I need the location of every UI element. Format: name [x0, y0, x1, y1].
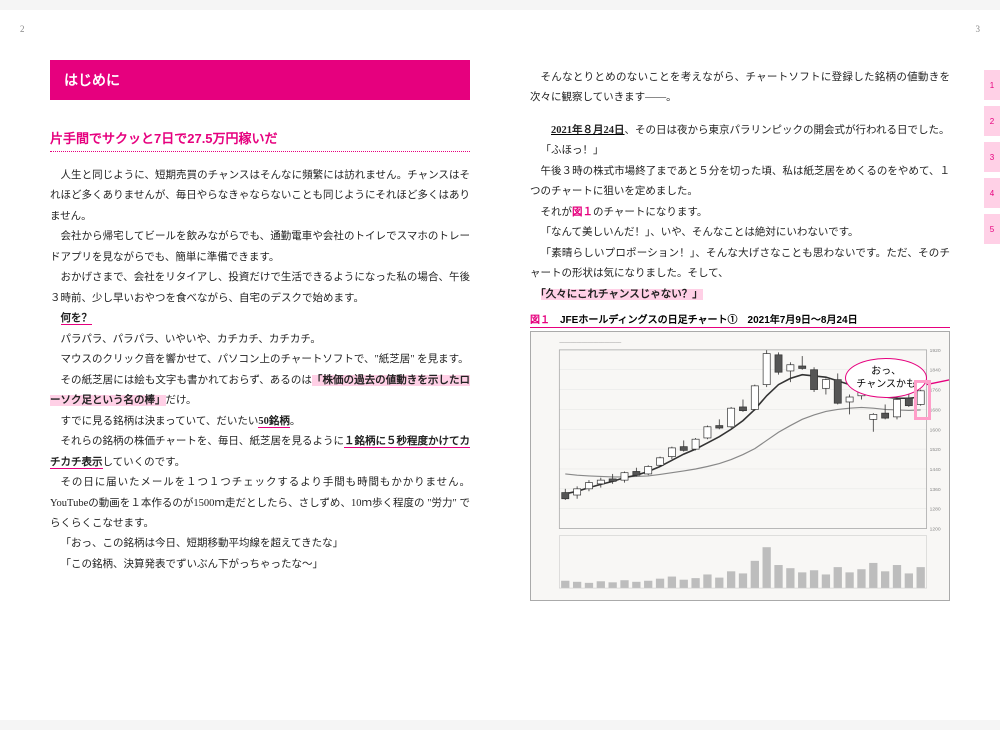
para: それが図１のチャートになります。	[530, 203, 950, 223]
section-subtitle: 片手間でサクッと7日で27.5万円稼いだ	[50, 128, 470, 147]
side-tab[interactable]: 4	[984, 178, 1000, 208]
svg-text:──────────────────────: ──────────────────────	[558, 340, 621, 345]
para: 「ふほっ！」	[530, 141, 950, 161]
svg-text:1520: 1520	[930, 447, 941, 453]
para: 何を？	[50, 309, 470, 329]
side-tabs: 1 2 3 4 5	[984, 70, 1000, 244]
para: 2021年８月24日、その日は夜から東京パラリンピックの開会式が行われる日でした…	[530, 121, 950, 141]
side-tab[interactable]: 2	[984, 106, 1000, 136]
chart-highlight-rect	[914, 380, 931, 420]
svg-text:1840: 1840	[930, 368, 941, 374]
page-number-right: 3	[976, 24, 981, 34]
para: 「おっ、この銘柄は今日、短期移動平均線を超えてきたな」	[50, 534, 470, 554]
figure-label: 図１	[530, 315, 550, 326]
fig-ref: 図１	[572, 207, 593, 218]
book-spread: 2 はじめに 片手間でサクッと7日で27.5万円稼いだ 人生と同じように、短期売…	[0, 10, 1000, 720]
side-tab[interactable]: 3	[984, 142, 1000, 172]
svg-text:1680: 1680	[930, 408, 941, 414]
page-right: 3 そんなとりとめのないことを考えながら、チャートソフトに登録した銘柄の値動きを…	[500, 10, 1000, 720]
body-text-left: 人生と同じように、短期売買のチャンスはそんなに頻繁には訪れません。チャンスはそれ…	[50, 166, 470, 575]
body-text-right: そんなとりとめのないことを考えながら、チャートソフトに登録した銘柄の値動きを次々…	[530, 68, 950, 305]
svg-text:1360: 1360	[930, 487, 941, 493]
para: 午後３時の株式市場終了まであと５分を切った頃、私は紙芝居をめくるのをやめて、１つ…	[530, 162, 950, 203]
highlight-what: 何を？	[61, 313, 93, 325]
svg-text:1760: 1760	[930, 388, 941, 394]
highlight-50: 50銘柄	[258, 416, 290, 428]
side-tab[interactable]: 5	[984, 214, 1000, 244]
para: おかげさまで、会社をリタイアし、投資だけで生活できるようになった私の場合、午後３…	[50, 268, 470, 309]
svg-text:1440: 1440	[930, 467, 941, 473]
para: マウスのクリック音を響かせて、パソコン上のチャートソフトで、"紙芝居" を見ます…	[50, 350, 470, 370]
figure-title: 図１ JFEホールディングスの日足チャート① 2021年7月9日～8月24日	[530, 311, 950, 328]
para: 人生と同じように、短期売買のチャンスはそんなに頻繁には訪れません。チャンスはそれ…	[50, 166, 470, 227]
para: そんなとりとめのないことを考えながら、チャートソフトに登録した銘柄の値動きを次々…	[530, 68, 950, 109]
para: その日に届いたメールを１つ１つチェックするより手間も時間もかかりません。YouT…	[50, 473, 470, 534]
para: 会社から帰宅してビールを飲みながらでも、通勤電車や会社のトイレでスマホのトレード…	[50, 227, 470, 268]
para: 「久々にこれチャンスじゃない？」	[530, 285, 950, 305]
candlestick-chart: 1200 1280 1360 1440 1520 1600 1680 1760 1840 1920…	[530, 331, 950, 601]
para: すでに見る銘柄は決まっていて、だいたい50銘柄。	[50, 412, 470, 432]
page-number-left: 2	[20, 24, 25, 34]
para: 「素晴らしいプロポーション！」、そんな大げさなことも思わないです。ただ、そのチャ…	[530, 244, 950, 285]
para: その紙芝居には絵も文字も書かれておらず、あるのは「株価の過去の値動きを示したロー…	[50, 371, 470, 412]
para: 「この銘柄、決算発表でずいぶん下がっちゃったな～」	[50, 555, 470, 575]
svg-text:1600: 1600	[930, 427, 941, 433]
figure-title-text: JFEホールディングスの日足チャート① 2021年7月9日～8月24日	[560, 315, 858, 326]
para: パラパラ、パラパラ、いやいや、カチカチ、カチカチ。	[50, 330, 470, 350]
highlight-date: 2021年８月24日	[551, 125, 625, 136]
dotted-divider	[50, 151, 470, 152]
para: それらの銘柄の株価チャートを、毎日、紙芝居を見るように１銘柄に５秒程度かけてカチ…	[50, 432, 470, 473]
svg-text:1920: 1920	[930, 348, 941, 354]
svg-text:1280: 1280	[930, 507, 941, 513]
side-tab[interactable]: 1	[984, 70, 1000, 100]
chapter-title: はじめに	[50, 60, 470, 100]
highlight-chance: 「久々にこれチャンスじゃない？」	[541, 289, 703, 300]
para: 「なんて美しいんだ！」、いや、そんなことは絶対にいわないです。	[530, 223, 950, 243]
svg-text:1200: 1200	[930, 527, 941, 533]
page-left: 2 はじめに 片手間でサクッと7日で27.5万円稼いだ 人生と同じように、短期売…	[0, 10, 500, 720]
